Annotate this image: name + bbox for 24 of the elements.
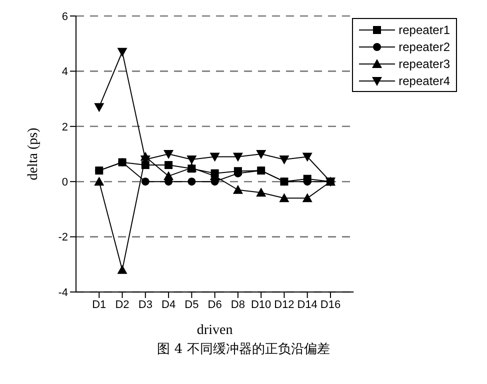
x-tick-label: D14 bbox=[297, 298, 318, 311]
x-tick-label: D16 bbox=[320, 298, 341, 311]
text: 图 4 不同缓冲器的正负沿偏差 bbox=[156, 341, 331, 358]
y-tick-label: -2 bbox=[58, 232, 68, 244]
x-tick-label: D12 bbox=[274, 298, 294, 311]
x-tick-label: D5 bbox=[184, 298, 199, 311]
x-tick-label: D6 bbox=[208, 298, 222, 311]
x-axis-title: driven bbox=[196, 323, 233, 338]
x-tick-label: D1 bbox=[92, 298, 106, 311]
x-tick-label: D3 bbox=[138, 298, 152, 311]
legend-label: repeater1 bbox=[398, 22, 450, 36]
y-tick-label: -4 bbox=[58, 286, 68, 299]
y-tick-label: 2 bbox=[62, 121, 68, 134]
y-tick-label: 0 bbox=[62, 176, 68, 189]
y-tick-label: 4 bbox=[62, 66, 68, 78]
x-tick-label: D2 bbox=[115, 298, 130, 311]
y-axis-title: delta (ps) bbox=[26, 127, 41, 180]
legend-label: repeater4 bbox=[398, 74, 450, 88]
legend-label: repeater2 bbox=[398, 40, 450, 54]
x-tick-label: D8 bbox=[230, 298, 245, 311]
x-tick-label: D4 bbox=[162, 298, 176, 311]
y-tick-label: 6 bbox=[62, 10, 68, 23]
legend-label: repeater3 bbox=[398, 56, 450, 70]
x-tick-label: D10 bbox=[250, 298, 272, 311]
